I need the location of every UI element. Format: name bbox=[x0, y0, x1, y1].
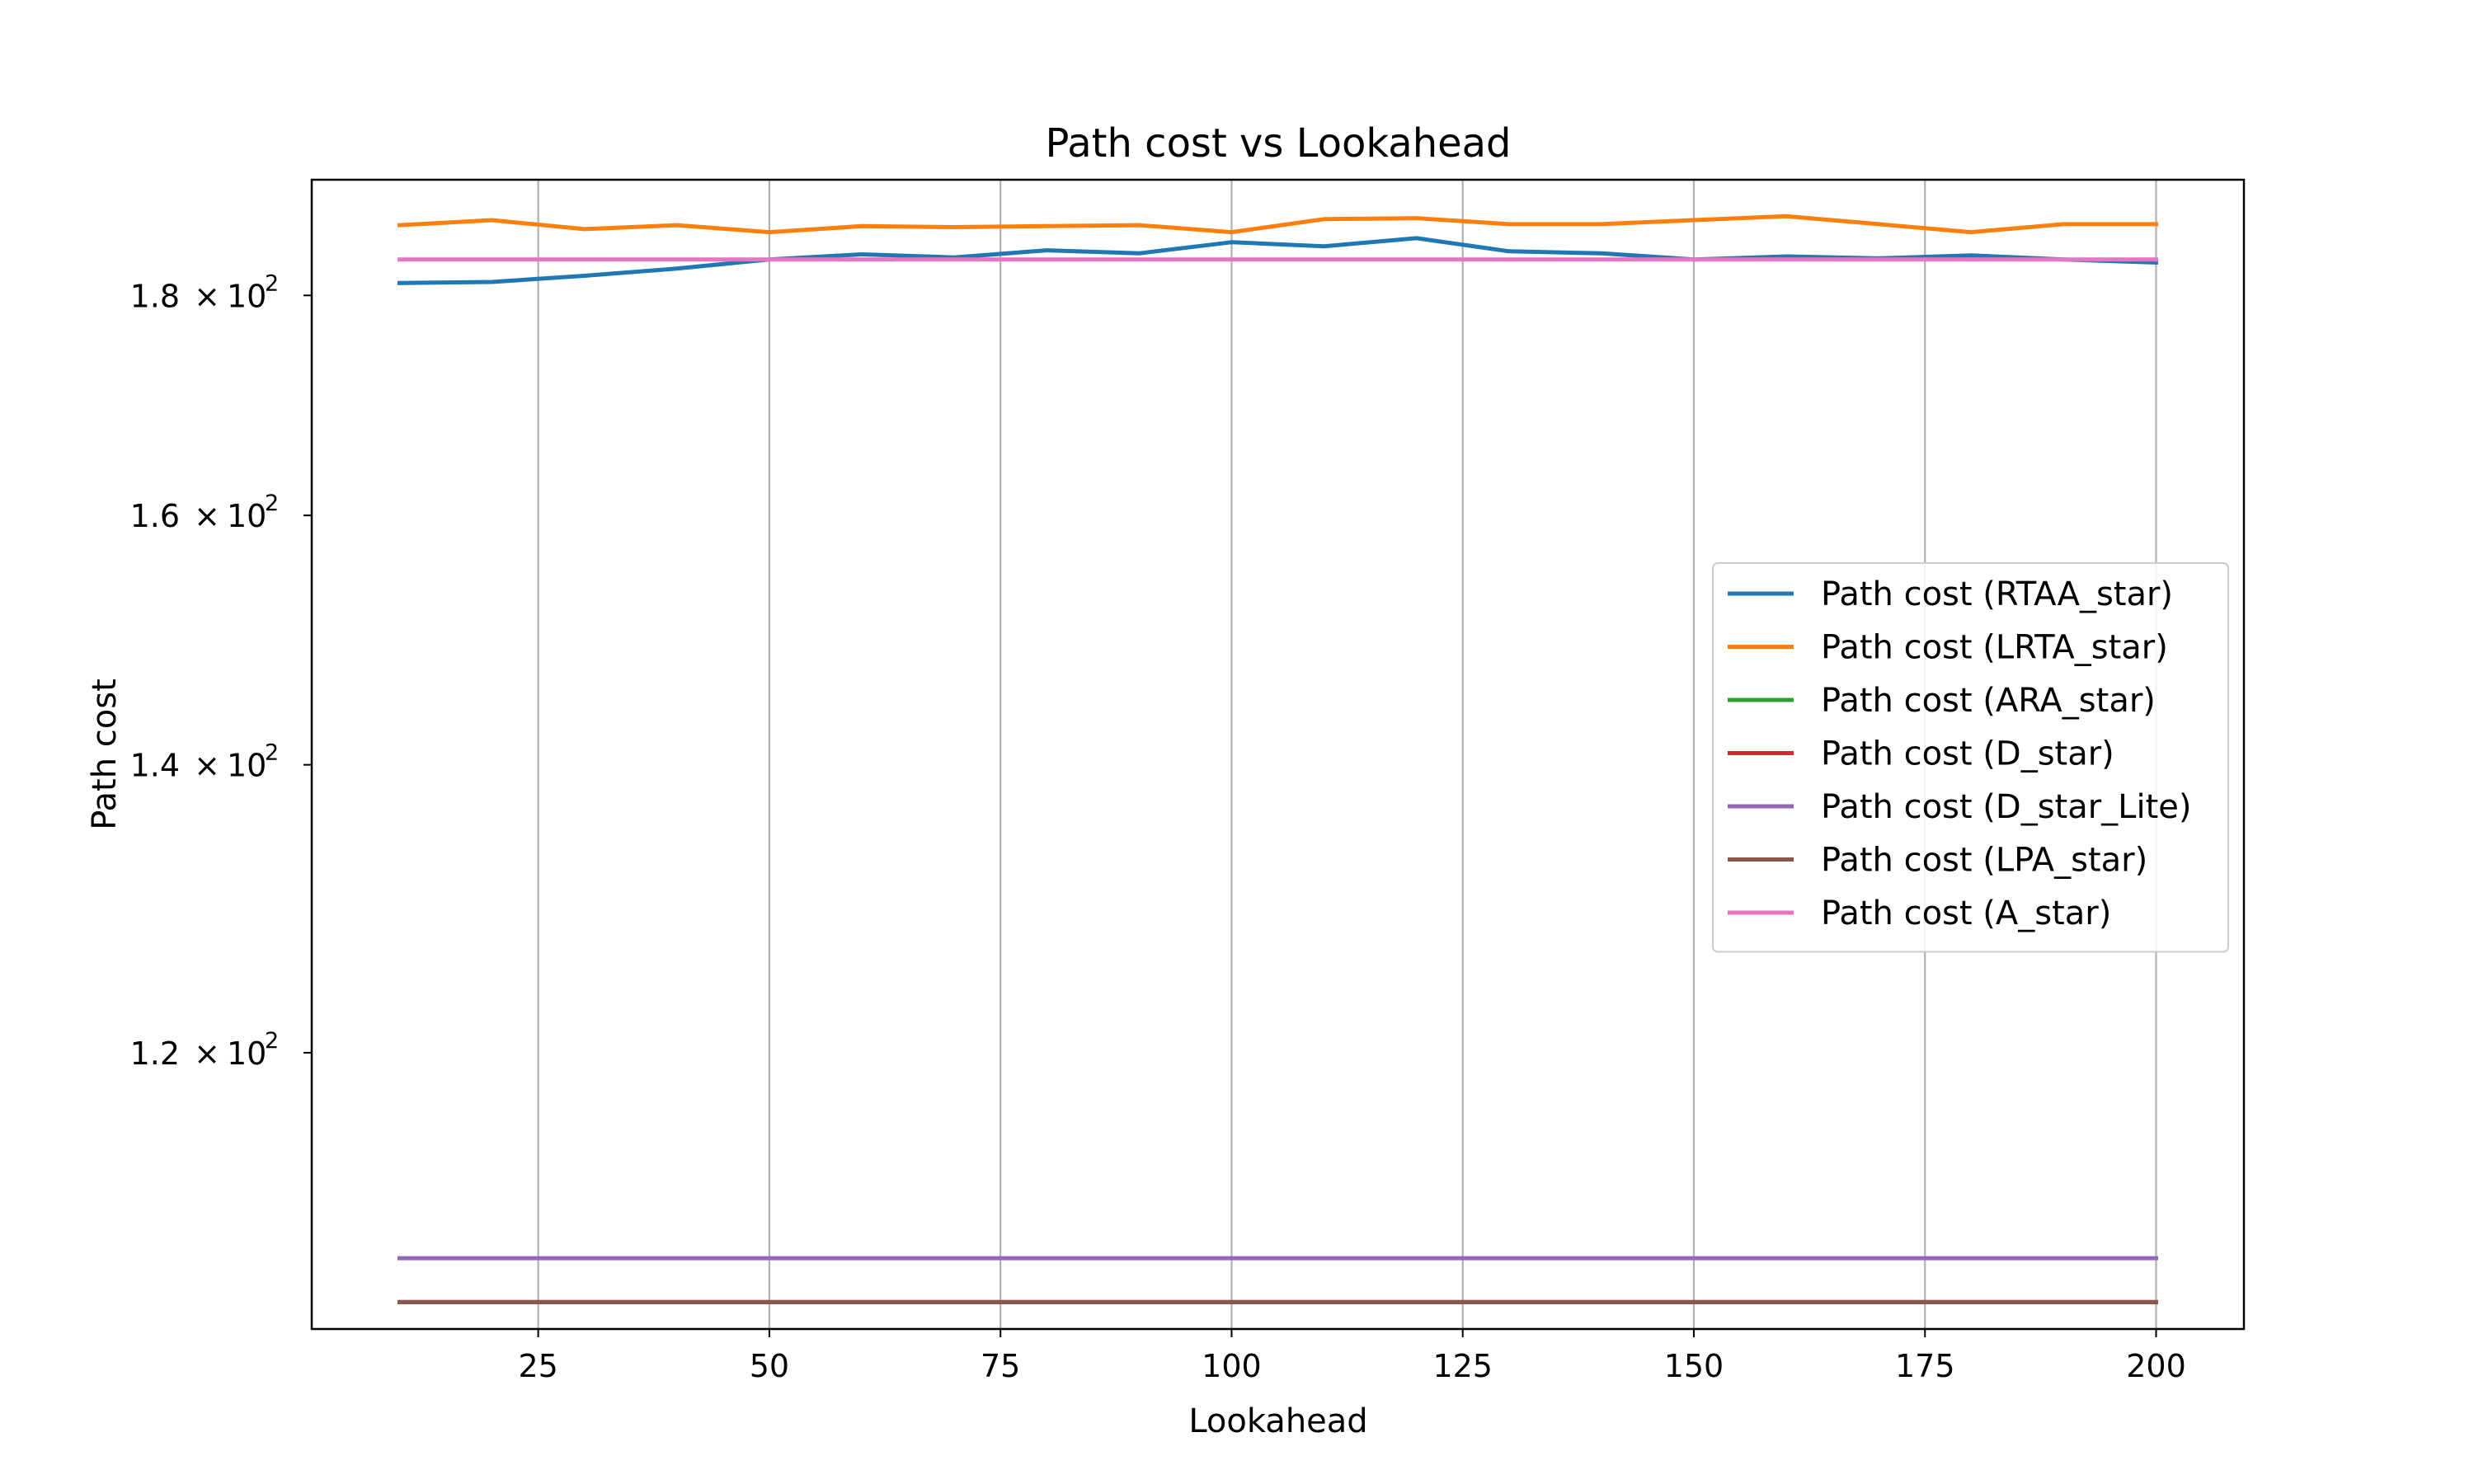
y-tick-base: 10 bbox=[227, 748, 266, 784]
legend-box bbox=[1712, 562, 2229, 953]
x-gridlines bbox=[537, 180, 2157, 1329]
y-tick-exponent: 2 bbox=[265, 740, 279, 766]
x-tick-label: 25 bbox=[518, 1348, 557, 1384]
y-axis-label: Path cost bbox=[86, 679, 124, 830]
x-tick-label: 125 bbox=[1432, 1348, 1493, 1384]
y-tick-mantissa: 1.8 bbox=[130, 278, 180, 314]
x-tick-label: 75 bbox=[981, 1348, 1020, 1384]
y-tick-times: × bbox=[194, 278, 220, 314]
y-tick-base: 10 bbox=[227, 278, 266, 314]
legend-entry: Path cost (ARA_star) bbox=[1728, 682, 2156, 720]
y-tick-times: × bbox=[194, 1036, 220, 1072]
x-axis-ticks: 25 50 75 100 125 150 175 200 bbox=[518, 1329, 2186, 1384]
y-tick-label: 1.2 × 102 bbox=[130, 1028, 280, 1072]
legend-label: Path cost (RTAA_star) bbox=[1821, 575, 2173, 613]
legend: Path cost (RTAA_star) Path cost (LRTA_sta… bbox=[1712, 562, 2229, 953]
legend-label: Path cost (A_star) bbox=[1821, 895, 2111, 932]
y-tick-times: × bbox=[194, 748, 220, 784]
legend-label: Path cost (ARA_star) bbox=[1821, 682, 2156, 720]
y-tick-mantissa: 1.4 bbox=[130, 748, 180, 784]
y-tick-times: × bbox=[194, 498, 220, 534]
y-tick-exponent: 2 bbox=[265, 1028, 279, 1054]
x-tick-label: 100 bbox=[1202, 1348, 1262, 1384]
y-tick-label: 1.8 × 102 bbox=[130, 270, 280, 314]
legend-label: Path cost (LRTA_star) bbox=[1821, 629, 2168, 667]
legend-entry: Path cost (LPA_star) bbox=[1728, 842, 2147, 880]
y-tick-mantissa: 1.6 bbox=[130, 498, 180, 534]
y-tick-base: 10 bbox=[227, 1036, 266, 1072]
y-tick-base: 10 bbox=[227, 498, 266, 534]
x-tick-label: 175 bbox=[1895, 1348, 1955, 1384]
series-line-2 bbox=[397, 214, 2158, 235]
y-tick-label: 1.6 × 102 bbox=[130, 491, 280, 534]
legend-entry: Path cost (D_star) bbox=[1728, 735, 2114, 773]
y-tick-label: 1.4 × 102 bbox=[130, 740, 280, 784]
legend-label: Path cost (LPA_star) bbox=[1821, 842, 2147, 880]
legend-label: Path cost (D_star_Lite) bbox=[1821, 788, 2191, 826]
legend-entry: Path cost (RTAA_star) bbox=[1728, 575, 2173, 613]
x-axis-label: Lookahead bbox=[1188, 1402, 1367, 1440]
x-tick-label: 150 bbox=[1664, 1348, 1724, 1384]
y-tick-mantissa: 1.2 bbox=[130, 1036, 180, 1072]
legend-label: Path cost (D_star) bbox=[1821, 735, 2114, 773]
x-tick-label: 200 bbox=[2126, 1348, 2186, 1384]
y-tick-exponent: 2 bbox=[265, 270, 279, 296]
chart-title: Path cost vs Lookahead bbox=[1045, 120, 1511, 167]
plot-frame bbox=[310, 178, 2246, 1331]
legend-entry: Path cost (D_star_Lite) bbox=[1728, 788, 2191, 826]
y-tick-exponent: 2 bbox=[265, 491, 279, 516]
x-tick-label: 50 bbox=[750, 1348, 789, 1384]
legend-entry: Path cost (A_star) bbox=[1728, 895, 2111, 932]
legend-entry: Path cost (LRTA_star) bbox=[1728, 629, 2168, 667]
series-lines bbox=[397, 214, 2159, 1304]
